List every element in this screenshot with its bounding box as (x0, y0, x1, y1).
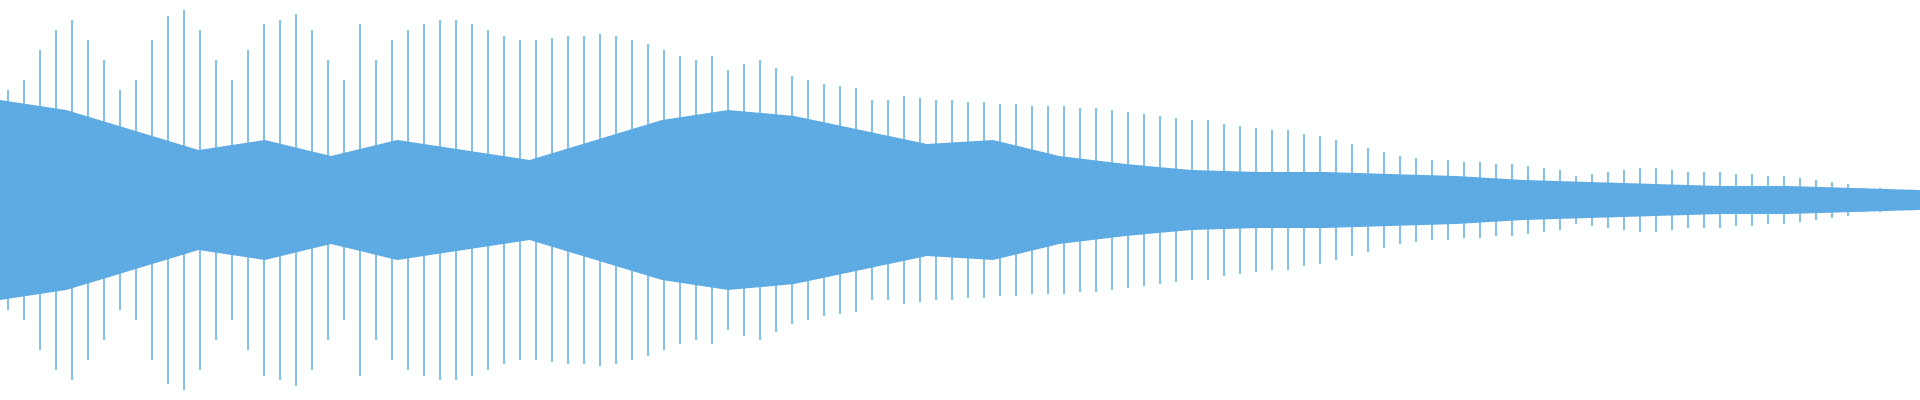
waveform-body-upper (0, 100, 1920, 200)
waveform-body-lower (0, 200, 1920, 300)
